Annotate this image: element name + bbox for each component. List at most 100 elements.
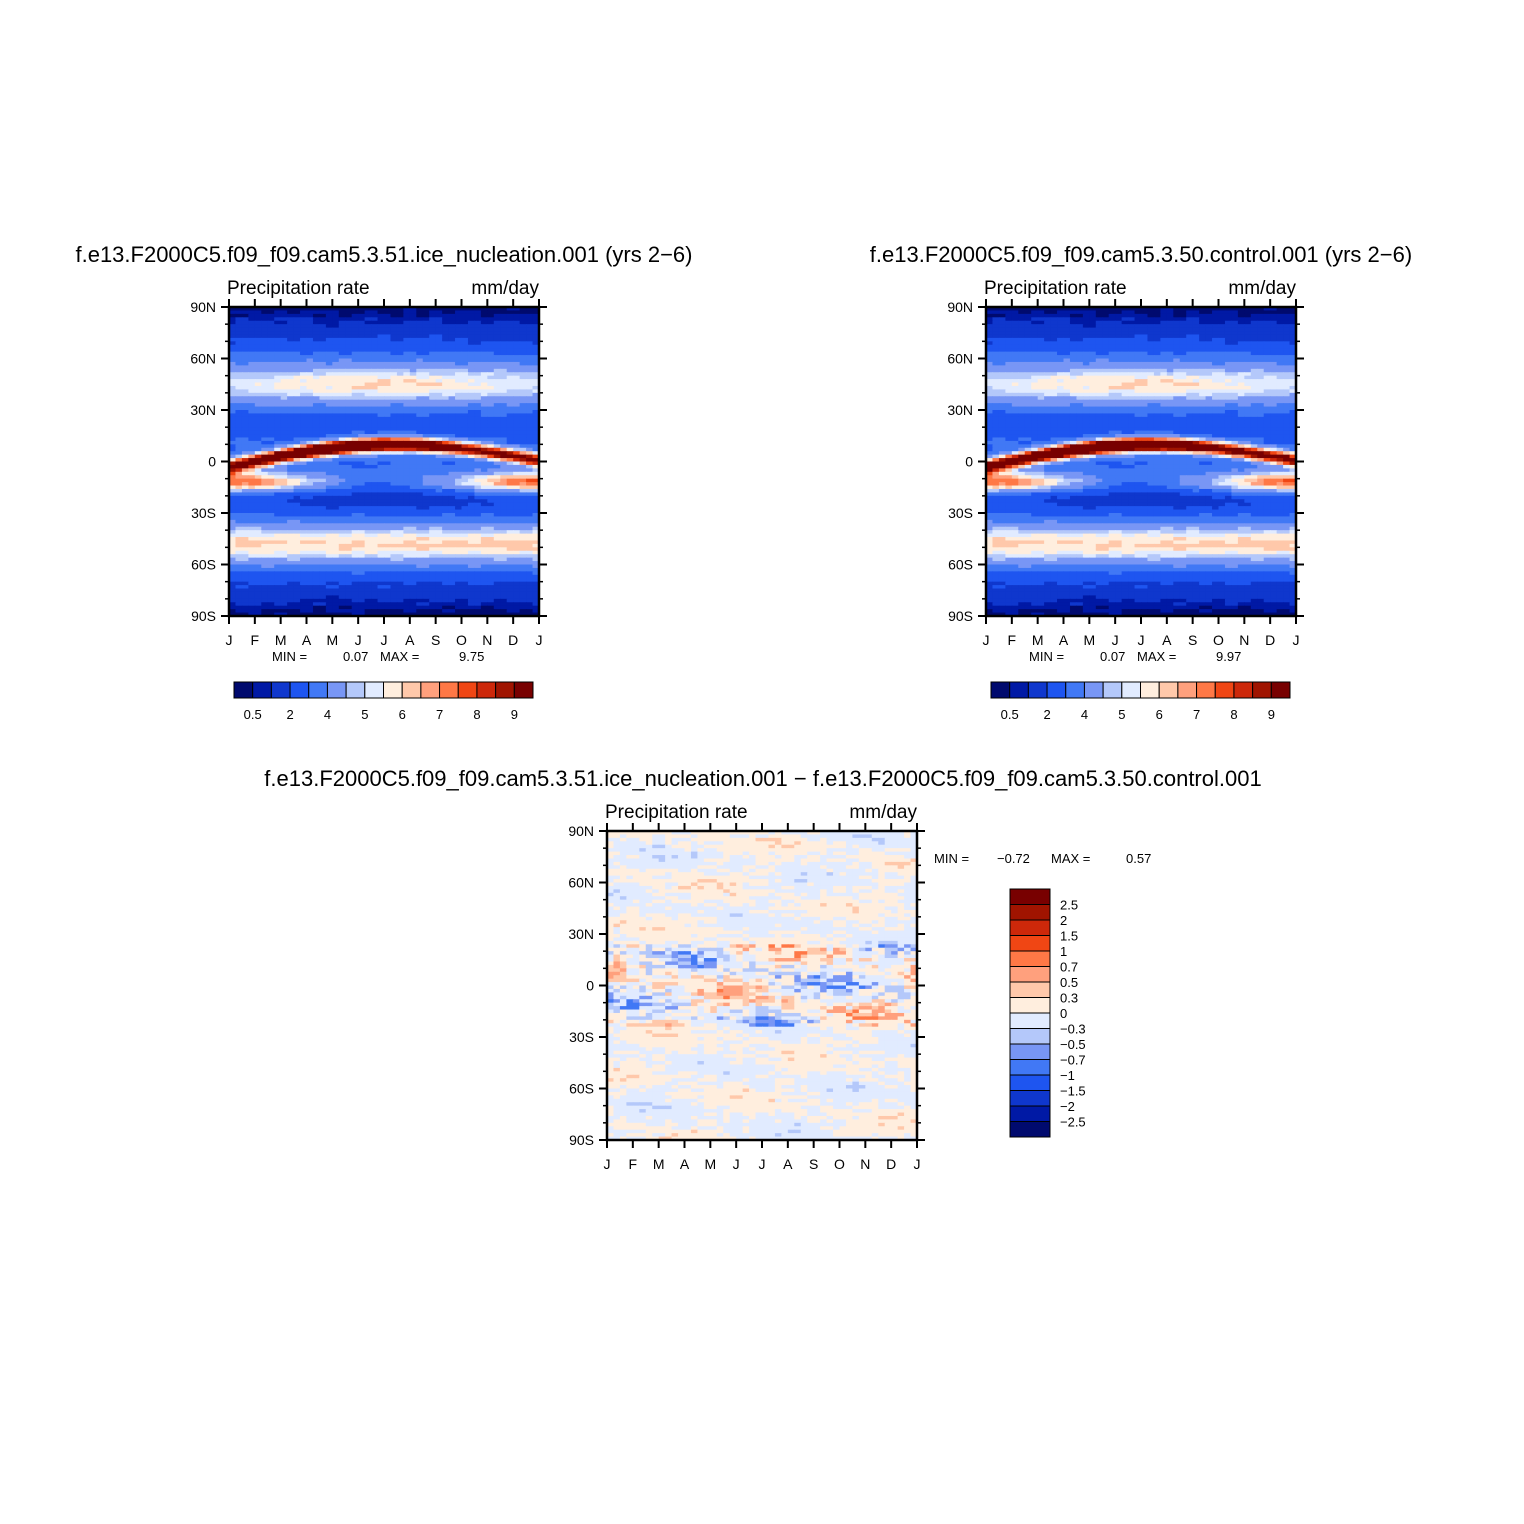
contour-cell [487,406,495,411]
contour-cell [274,399,282,404]
contour-cell [474,612,482,617]
contour-cell [1076,334,1084,339]
contour-cell [235,451,243,456]
contour-cell [254,365,262,370]
contour-cell [1244,331,1252,336]
contour-cell [267,447,275,452]
contour-cell [280,375,288,380]
contour-cell [448,578,456,583]
contour-cell [371,547,379,552]
contour-cell [500,320,508,325]
contour-cell [312,399,321,404]
contour-cell [364,574,372,579]
contour-cell [1173,310,1181,315]
contour-cell [448,351,456,356]
contour-cell [384,492,392,497]
contour-cell [1128,327,1136,332]
contour-cell [526,475,534,480]
contour-cell [435,519,443,524]
contour-cell [267,341,275,346]
contour-cell [364,307,372,312]
contour-cell [526,427,534,432]
contour-cell [254,588,262,593]
contour-cell [274,585,282,590]
contour-cell [1141,344,1149,349]
contour-cell [403,523,411,528]
contour-cell [325,344,333,349]
contour-cell [448,482,456,487]
contour-cell [409,430,417,435]
contour-cell [403,351,411,356]
contour-cell [500,337,508,342]
contour-cell [390,324,398,329]
contour-cell [1153,313,1161,318]
contour-cell [487,399,495,404]
contour-cell [306,550,314,555]
contour-cell [532,313,540,318]
contour-cell [1115,344,1123,349]
contour-cell [325,564,333,569]
contour-cell [254,533,262,538]
contour-cell [384,410,392,415]
contour-cell [364,530,372,535]
contour-cell [474,434,482,439]
contour-cell [396,598,404,603]
contour-cell [371,519,379,524]
contour-cell [448,375,456,380]
contour-cell [261,427,269,432]
contour-cell [467,310,476,315]
colorbar-swatch [513,681,534,699]
panel-control: f.e13.F2000C5.f09_f09.cam5.3.50.control.… [870,242,1412,722]
contour-cell [448,430,456,435]
contour-cell [306,561,314,566]
contour-cell [1069,327,1078,332]
contour-cell [384,372,392,377]
contour-cell [519,430,527,435]
contour-cell [280,591,288,596]
contour-cell [416,396,424,401]
contour-cell [384,468,392,473]
contour-cell [312,361,321,366]
contour-cell [513,495,521,500]
contour-cell [325,365,333,370]
contour-cell [1270,327,1278,332]
contour-cell [992,341,1000,346]
contour-cell [332,492,340,497]
contour-cell [351,451,359,456]
contour-cell [455,420,463,425]
contour-cell [409,537,417,542]
contour-cell [403,385,411,390]
contour-cell [474,444,482,449]
contour-cell [429,612,437,617]
contour-cell [293,324,301,329]
contour-cell [487,595,495,600]
contour-cell [312,471,321,476]
contour-cell [274,355,282,360]
contour-cell [267,471,275,476]
contour-cell [532,389,540,394]
contour-cell [513,530,521,535]
contour-cell [1179,341,1187,346]
colorbar-swatch [252,681,272,699]
contour-cell [235,379,243,384]
contour-cell [461,526,469,531]
contour-cell [1115,331,1123,336]
contour-cell [300,585,308,590]
contour-cell [1141,324,1149,329]
contour-cell [280,574,288,579]
contour-cell [455,368,463,373]
contour-cell [1199,310,1207,315]
contour-cell [493,423,501,428]
contour-cell [1166,307,1174,312]
contour-cell [448,506,456,511]
contour-cell [519,447,527,452]
contour-cell [325,385,333,390]
contour-cell [474,564,482,569]
contour-cell [493,530,501,535]
contour-cell [519,327,527,332]
contour-cell [506,406,514,411]
contour-cell [390,578,398,583]
contour-cell [267,523,275,528]
contour-cell [280,327,288,332]
contour-cell [474,543,482,548]
